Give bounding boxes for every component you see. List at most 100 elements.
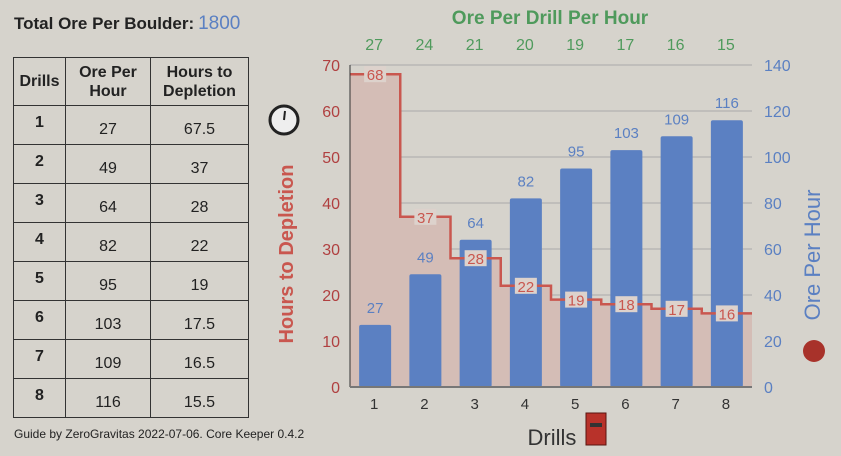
- left-tick-label: 20: [322, 288, 340, 305]
- x-tick-label: 8: [722, 396, 730, 413]
- depletion-label-bg: [514, 277, 537, 294]
- total-ore-label: Total Ore Per Boulder:: [14, 14, 195, 33]
- left-axis-title: Hours to Depletion: [276, 165, 298, 344]
- ore-bar-label: 116: [715, 95, 739, 112]
- header-hours: Hours to Depletion: [150, 57, 249, 106]
- right-tick-label: 60: [764, 242, 782, 259]
- cell-ore-per-hour: 109: [65, 339, 151, 379]
- ore-bar: [710, 120, 743, 387]
- cell-hours: 67.5: [150, 105, 249, 145]
- cell-hours: 16.5: [150, 339, 249, 379]
- x-tick-label: 3: [470, 396, 478, 413]
- cell-drills: 7: [13, 339, 66, 379]
- ore-per-drill-label: 15: [717, 37, 735, 54]
- right-tick-label: 20: [764, 334, 782, 351]
- ore-bar: [660, 136, 693, 387]
- ore-bar-label: 103: [614, 125, 639, 142]
- ore-per-drill-label: 16: [667, 37, 685, 54]
- cell-ore-per-hour: 64: [65, 183, 151, 223]
- drill-table: Drills Ore Per Hour Hours to Depletion 1…: [13, 57, 249, 418]
- cell-ore-per-hour: 82: [65, 222, 151, 262]
- x-tick-label: 4: [521, 396, 529, 413]
- ore-bar-label: 27: [367, 300, 384, 317]
- table-row: 1 27 67.5: [13, 105, 249, 145]
- x-axis-title: Drills: [528, 425, 577, 450]
- cell-drills: 3: [13, 183, 66, 223]
- depletion-label-bg: [464, 250, 487, 267]
- ore-bar: [409, 274, 442, 387]
- cell-drills: 2: [13, 144, 66, 184]
- table-row: 5 95 19: [13, 261, 249, 301]
- depletion-label: 19: [568, 293, 585, 310]
- cell-hours: 28: [150, 183, 249, 223]
- depletion-label: 28: [467, 251, 484, 268]
- total-ore-value: 1800: [198, 13, 241, 34]
- total-ore-heading: Total Ore Per Boulder: 1800: [14, 13, 240, 35]
- depletion-label: 68: [367, 67, 384, 84]
- cell-ore-per-hour: 116: [65, 378, 151, 418]
- header-drills: Drills: [13, 57, 66, 106]
- right-tick-label: 120: [764, 104, 791, 121]
- depletion-label-bg: [414, 208, 437, 225]
- chart-title: Ore Per Drill Per Hour: [452, 8, 649, 29]
- depletion-label: 16: [719, 306, 736, 323]
- ore-bar-label: 95: [568, 144, 585, 161]
- depletion-label-bg: [615, 296, 638, 313]
- table-row: 7 109 16.5: [13, 339, 249, 379]
- ore-bar-label: 109: [664, 111, 689, 128]
- left-tick-label: 70: [322, 58, 340, 75]
- ore-bar-label: 64: [467, 215, 484, 232]
- table-row: 4 82 22: [13, 222, 249, 262]
- drill-icon-detail: [590, 423, 602, 427]
- cell-drills: 1: [13, 105, 66, 145]
- cell-hours: 15.5: [150, 378, 249, 418]
- x-tick-label: 1: [370, 396, 378, 413]
- ore-per-drill-label: 24: [415, 37, 433, 54]
- ore-bar: [359, 324, 392, 387]
- right-tick-label: 80: [764, 196, 782, 213]
- ore-bar-label: 82: [518, 173, 535, 190]
- depletion-label-bg: [665, 300, 688, 317]
- left-tick-label: 10: [322, 334, 340, 351]
- table-row: 8 116 15.5: [13, 378, 249, 418]
- right-tick-label: 40: [764, 288, 782, 305]
- depletion-label-bg: [565, 291, 588, 308]
- ore-per-drill-label: 17: [616, 37, 634, 54]
- clock-hand-icon: [283, 110, 286, 121]
- depletion-label-bg: [715, 305, 738, 322]
- cell-drills: 4: [13, 222, 66, 262]
- depletion-label-bg: [364, 66, 387, 83]
- depletion-label: 37: [417, 210, 434, 227]
- right-tick-label: 140: [764, 58, 791, 75]
- x-tick-label: 6: [621, 396, 629, 413]
- depletion-label: 22: [518, 279, 535, 296]
- left-tick-label: 50: [322, 150, 340, 167]
- right-tick-label: 0: [764, 380, 773, 397]
- table-row: 3 64 28: [13, 183, 249, 223]
- depletion-label: 17: [668, 302, 685, 319]
- cell-hours: 37: [150, 144, 249, 184]
- cell-ore-per-hour: 95: [65, 261, 151, 301]
- ore-per-drill-label: 20: [516, 37, 534, 54]
- cell-hours: 22: [150, 222, 249, 262]
- ore-bar: [560, 168, 593, 387]
- ore-per-drill-label: 19: [566, 37, 584, 54]
- depletion-label: 18: [618, 297, 635, 314]
- left-tick-label: 60: [322, 104, 340, 121]
- credit-text: Guide by ZeroGravitas 2022-07-06. Core K…: [14, 427, 305, 441]
- right-axis-title: Ore Per Hour: [800, 190, 825, 321]
- right-tick-label: 100: [764, 150, 791, 167]
- x-tick-label: 2: [420, 396, 428, 413]
- ore-icon: [803, 340, 825, 362]
- ore-bar-label: 49: [417, 249, 434, 266]
- ore-bar: [459, 239, 492, 387]
- left-tick-label: 40: [322, 196, 340, 213]
- left-tick-label: 0: [331, 380, 340, 397]
- ore-per-drill-label: 27: [365, 37, 383, 54]
- ore-per-drill-label: 21: [466, 37, 484, 54]
- x-tick-label: 5: [571, 396, 579, 413]
- drill-icon: [585, 412, 607, 446]
- left-tick-label: 30: [322, 242, 340, 259]
- x-tick-label: 7: [671, 396, 679, 413]
